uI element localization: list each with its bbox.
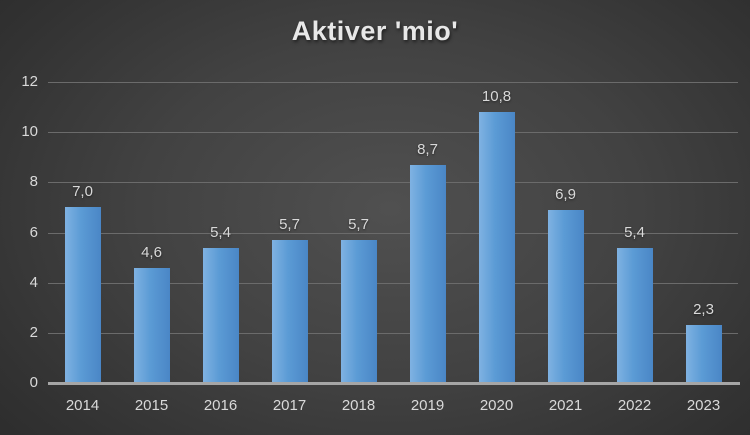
bar-2022 [616,247,653,383]
gridline [48,182,738,184]
gridline [48,332,738,334]
data-label-2015: 4,6 [141,243,162,261]
y-axis-tick-label: 0 [29,374,38,391]
y-axis-tick-label: 2 [29,323,38,341]
x-axis-tick-label-2023: 2023 [686,397,721,414]
chart-title: Aktiver 'mio' [291,16,459,46]
x-axis-tick-label-2021: 2021 [548,397,583,414]
x-axis-tick-label-2018: 2018 [341,397,376,414]
bar-2021 [547,209,584,383]
bar-2017 [271,240,308,383]
x-axis-tick-label-2017: 2017 [272,397,307,414]
gridline [48,132,738,134]
data-label-2017: 5,7 [279,216,300,234]
data-label-2023: 2,3 [693,301,714,319]
data-label-2018: 5,7 [348,216,369,234]
y-axis-tick-label: 6 [29,223,38,241]
x-axis-tick-label-2020: 2020 [479,397,514,414]
x-axis-line [48,382,740,385]
gridline [48,82,738,83]
bar-2023 [685,325,722,383]
gridline [48,232,738,234]
bar-2020 [478,112,515,383]
y-axis-tick-label: 8 [29,173,38,191]
data-label-2019: 8,7 [417,140,438,158]
y-axis-tick-label: 4 [29,273,38,291]
bar-2018 [340,240,377,383]
x-axis-tick-label-2015: 2015 [134,397,169,414]
x-axis-tick-label-2022: 2022 [617,397,652,414]
data-label-2022: 5,4 [624,223,645,241]
bar-2014 [64,207,101,383]
y-axis-tick-label: 10 [21,123,38,141]
data-label-2014: 7,0 [72,183,93,201]
bar-2015 [133,267,170,383]
bar-2016 [202,247,239,383]
data-label-2016: 5,4 [210,223,231,241]
data-label-2021: 6,9 [555,185,576,203]
bar-2019 [409,164,446,383]
x-axis-tick-label-2019: 2019 [410,397,445,414]
x-axis-tick-label-2014: 2014 [65,397,100,414]
y-axis-tick-label: 12 [21,73,38,90]
x-axis-tick-label-2016: 2016 [203,397,238,414]
gridline [48,282,738,284]
data-label-2020: 10,8 [481,88,512,106]
